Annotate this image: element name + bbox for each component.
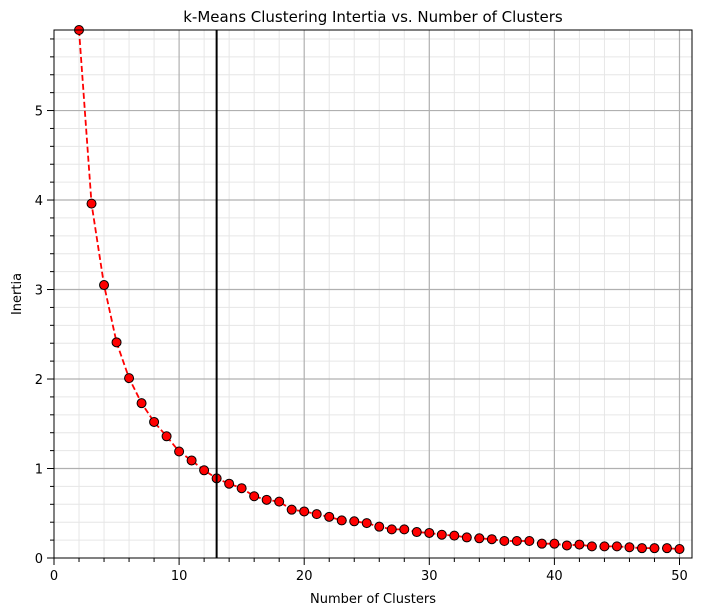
data-point (361, 518, 372, 529)
data-point (299, 506, 310, 517)
data-point (524, 535, 535, 546)
y-axis-label: Inertia (10, 273, 25, 315)
data-point (436, 529, 447, 540)
plot-area: 0 10 20 30 40 50 0 1 2 3 4 5 (35, 25, 693, 584)
data-point (424, 527, 435, 538)
y-tick-label: 0 (35, 552, 43, 567)
data-point (649, 543, 660, 554)
data-point (574, 539, 585, 550)
data-point (611, 541, 622, 552)
data-point (661, 543, 672, 554)
data-point (536, 538, 547, 549)
data-point (261, 494, 272, 505)
y-tick-label: 1 (35, 463, 43, 478)
data-point (461, 532, 472, 543)
x-axis-label: Number of Clusters (310, 592, 436, 607)
data-point (324, 511, 335, 522)
data-point (99, 280, 110, 291)
data-point (236, 483, 247, 494)
data-point (86, 198, 97, 209)
data-point (636, 543, 647, 554)
data-point (549, 538, 560, 549)
data-point (311, 509, 322, 520)
data-point (199, 465, 210, 476)
data-point (399, 524, 410, 535)
data-point (224, 478, 235, 489)
data-point (474, 533, 485, 544)
y-tick-label: 4 (35, 194, 43, 209)
x-tick-label: 0 (50, 569, 58, 584)
data-point (499, 535, 510, 546)
data-point (249, 491, 260, 502)
data-point (586, 541, 597, 552)
plot-background (54, 30, 692, 558)
data-point (186, 455, 197, 466)
data-point (111, 337, 122, 348)
data-point (511, 535, 522, 546)
data-point (124, 373, 135, 384)
data-point (174, 446, 185, 457)
data-point (274, 496, 285, 507)
data-point (149, 416, 160, 427)
x-tick-label: 30 (421, 569, 438, 584)
y-tick-label: 2 (35, 373, 43, 388)
data-point (386, 524, 397, 535)
data-point (136, 398, 147, 409)
data-point (411, 527, 422, 538)
data-point (161, 431, 172, 442)
x-tick-label: 10 (171, 569, 188, 584)
data-point (486, 534, 497, 545)
x-tick-label: 40 (546, 569, 563, 584)
plot-frame (53, 29, 693, 559)
data-point (286, 504, 297, 515)
x-tick-label: 20 (296, 569, 313, 584)
data-point (374, 521, 385, 532)
x-tick-label: 50 (671, 569, 688, 584)
chart-title: k-Means Clustering Intertia vs. Number o… (183, 8, 563, 26)
data-point (599, 541, 610, 552)
y-tick-label: 3 (35, 284, 43, 299)
data-point (349, 516, 360, 527)
data-point (336, 515, 347, 526)
data-point (674, 544, 685, 555)
y-tick-label: 5 (35, 105, 43, 120)
data-point (561, 540, 572, 551)
data-point (624, 542, 635, 553)
data-point (449, 530, 460, 541)
